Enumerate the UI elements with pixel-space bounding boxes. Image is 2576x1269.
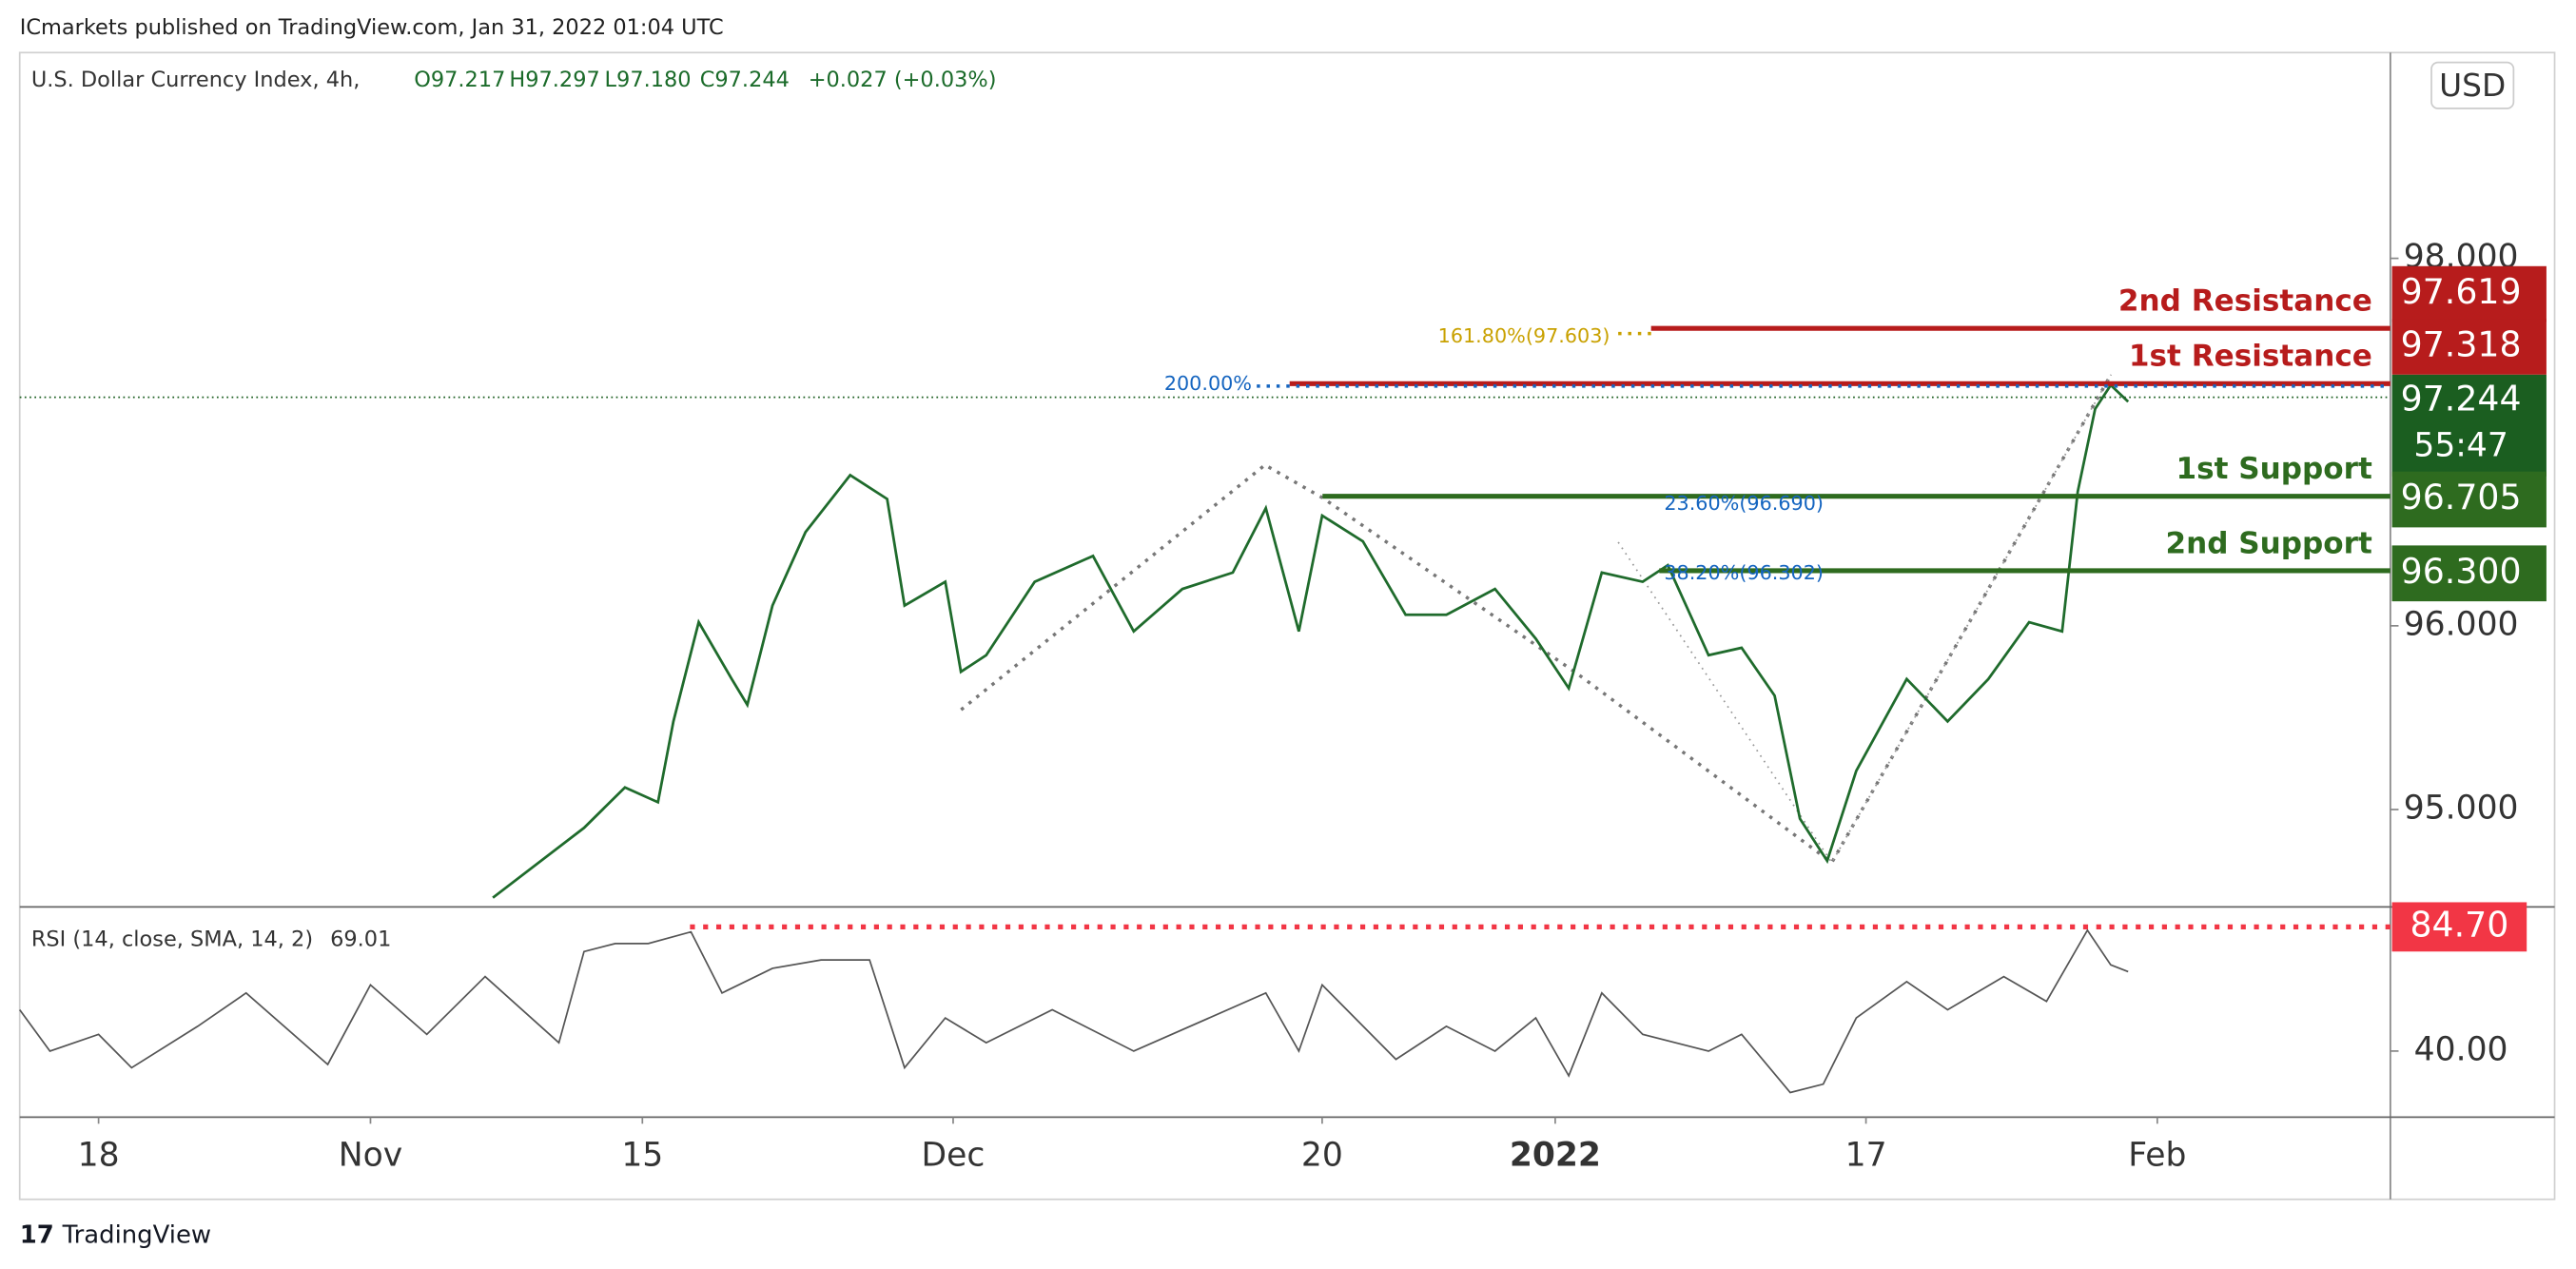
x-tick-label: Feb bbox=[2128, 1136, 2186, 1174]
x-tick-label: 2022 bbox=[1510, 1136, 1601, 1174]
level-value: 96.300 bbox=[2401, 551, 2522, 592]
level-box bbox=[2391, 471, 2547, 528]
currency-button[interactable] bbox=[2430, 61, 2515, 109]
level-value: 97.318 bbox=[2401, 323, 2522, 364]
level-name: 1st Resistance bbox=[2129, 340, 2372, 374]
level-value: 96.705 bbox=[2401, 477, 2522, 517]
currency[interactable]: USD bbox=[2439, 68, 2506, 104]
ohlc-value: C97.244 bbox=[700, 68, 790, 92]
rsi-title: RSI (14, close, SMA, 14, 2) bbox=[31, 927, 313, 951]
x-tick-label: Nov bbox=[339, 1136, 402, 1174]
level-box bbox=[2391, 319, 2547, 375]
x-tick-label: 15 bbox=[621, 1136, 663, 1174]
level-box bbox=[2391, 265, 2547, 322]
brand-logo: 17 bbox=[20, 1220, 54, 1249]
last-price-label: 97.244 bbox=[2401, 378, 2522, 419]
fib-label: 200.00% bbox=[1164, 372, 1252, 395]
y-tick-label: 96.000 bbox=[2404, 605, 2519, 643]
x-tick-label: 17 bbox=[1845, 1136, 1887, 1174]
publisher: ICmarkets published on TradingView.com, … bbox=[20, 15, 724, 40]
rsi-level-box bbox=[2391, 902, 2527, 952]
last-price-box bbox=[2391, 374, 2547, 477]
symbol-title: U.S. Dollar Currency Index, 4h, bbox=[31, 68, 361, 92]
fib-label: 23.60%(96.690) bbox=[1664, 492, 1824, 515]
level-value: 97.619 bbox=[2401, 271, 2522, 312]
brand: TradingView bbox=[62, 1220, 211, 1249]
zigzag bbox=[960, 373, 2113, 866]
fib-label: 161.80%(97.603) bbox=[1438, 324, 1610, 347]
ohlc-value: O97.217 bbox=[414, 68, 505, 92]
y-tick-label: 95.000 bbox=[2404, 789, 2519, 827]
x-tick-label: 18 bbox=[78, 1136, 120, 1174]
rsi-line bbox=[19, 928, 2129, 1094]
rsi-current: 69.01 bbox=[330, 927, 391, 951]
frame bbox=[18, 51, 2556, 1201]
fib-label: 38.20%(96.302) bbox=[1664, 561, 1824, 584]
ohlc-value: +0.027 (+0.03%) bbox=[809, 68, 997, 92]
countdown: 55:47 bbox=[2413, 426, 2508, 464]
level-name: 2nd Support bbox=[2165, 526, 2371, 560]
rsi-level-label: 84.70 bbox=[2410, 904, 2508, 945]
level-name: 2nd Resistance bbox=[2118, 284, 2372, 319]
x-tick-label: 20 bbox=[1301, 1136, 1343, 1174]
level-name: 1st Support bbox=[2176, 452, 2372, 486]
price-line bbox=[492, 382, 2130, 899]
level-box bbox=[2391, 545, 2547, 602]
x-tick-label: Dec bbox=[922, 1136, 986, 1174]
ohlc-value: H97.297 bbox=[509, 68, 599, 92]
y-tick-label: 40.00 bbox=[2414, 1030, 2508, 1068]
ohlc-value: L97.180 bbox=[605, 68, 692, 92]
